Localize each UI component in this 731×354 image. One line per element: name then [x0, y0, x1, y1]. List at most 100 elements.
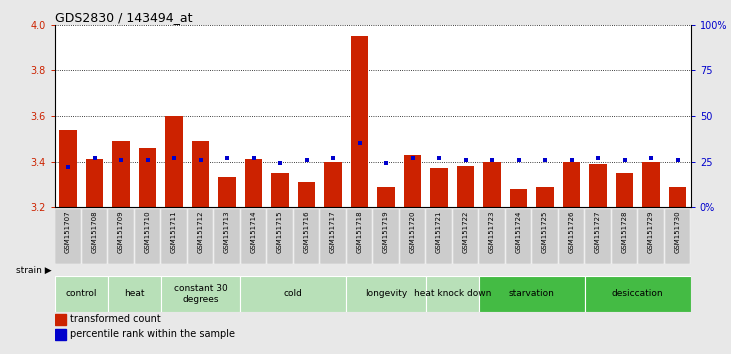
Bar — [55, 276, 108, 312]
Bar — [59, 130, 77, 207]
Text: heat: heat — [124, 289, 145, 298]
Point — [645, 155, 657, 161]
Point — [88, 155, 100, 161]
Point — [592, 155, 604, 161]
Bar — [426, 209, 452, 264]
Bar — [404, 155, 421, 207]
Text: GSM151710: GSM151710 — [145, 211, 151, 253]
Text: GSM151715: GSM151715 — [277, 211, 283, 253]
Bar — [55, 314, 67, 325]
Bar — [589, 164, 607, 207]
Point — [539, 157, 551, 162]
Text: GSM151708: GSM151708 — [91, 211, 97, 253]
Bar — [325, 161, 341, 207]
Bar — [585, 276, 691, 312]
Bar — [55, 329, 67, 340]
Text: GSM151713: GSM151713 — [224, 211, 230, 253]
Point — [194, 157, 206, 162]
Bar — [271, 173, 289, 207]
Text: GSM151709: GSM151709 — [118, 211, 124, 253]
Bar — [245, 159, 262, 207]
Bar — [188, 209, 213, 264]
Text: GDS2830 / 143494_at: GDS2830 / 143494_at — [55, 11, 192, 24]
Text: GSM151718: GSM151718 — [357, 211, 363, 253]
Text: GSM151725: GSM151725 — [542, 211, 548, 253]
Text: cold: cold — [284, 289, 303, 298]
Bar — [56, 209, 81, 264]
Point — [354, 141, 366, 146]
Point — [168, 155, 180, 161]
Bar — [431, 169, 447, 207]
Text: GSM151728: GSM151728 — [621, 211, 627, 253]
Text: GSM151720: GSM151720 — [409, 211, 415, 253]
Bar — [240, 209, 266, 264]
Point — [62, 164, 74, 170]
Bar — [558, 209, 584, 264]
Point — [566, 157, 577, 162]
Text: control: control — [66, 289, 97, 298]
Point — [248, 155, 260, 161]
Bar — [108, 276, 161, 312]
Text: GSM151727: GSM151727 — [595, 211, 601, 253]
Text: GSM151723: GSM151723 — [489, 211, 495, 253]
Bar — [351, 36, 368, 207]
Bar — [616, 173, 633, 207]
Text: GSM151719: GSM151719 — [383, 211, 389, 253]
Text: GSM151716: GSM151716 — [303, 211, 309, 253]
Bar — [113, 141, 129, 207]
Text: GSM151711: GSM151711 — [171, 211, 177, 253]
Text: GSM151726: GSM151726 — [569, 211, 575, 253]
Bar — [162, 209, 187, 264]
Bar — [537, 187, 553, 207]
Text: GSM151729: GSM151729 — [648, 211, 654, 253]
Point — [115, 157, 127, 162]
Bar — [108, 209, 134, 264]
Text: heat knock down: heat knock down — [414, 289, 491, 298]
Bar — [165, 116, 183, 207]
Bar — [563, 161, 580, 207]
Bar — [346, 276, 425, 312]
Bar — [320, 209, 346, 264]
Bar — [192, 141, 209, 207]
Bar — [586, 209, 611, 264]
Text: desiccation: desiccation — [612, 289, 664, 298]
Text: strain ▶: strain ▶ — [15, 266, 51, 274]
Text: longevity: longevity — [365, 289, 407, 298]
Point — [221, 155, 233, 161]
Point — [327, 155, 339, 161]
Text: GSM151717: GSM151717 — [330, 211, 336, 253]
Point — [380, 160, 392, 166]
Bar — [82, 209, 107, 264]
Point — [486, 157, 498, 162]
Point — [406, 155, 418, 161]
Text: percentile rank within the sample: percentile rank within the sample — [70, 329, 235, 339]
Bar — [294, 209, 319, 264]
Bar — [135, 209, 160, 264]
Point — [433, 155, 445, 161]
Bar — [377, 187, 395, 207]
Point — [512, 157, 524, 162]
Bar — [161, 276, 240, 312]
Bar — [298, 182, 315, 207]
Point — [460, 157, 471, 162]
Text: GSM151730: GSM151730 — [675, 211, 681, 253]
Bar — [214, 209, 240, 264]
Text: GSM151721: GSM151721 — [436, 211, 442, 253]
Bar — [532, 209, 558, 264]
Text: GSM151712: GSM151712 — [197, 211, 203, 253]
Bar — [483, 161, 501, 207]
Point — [618, 157, 630, 162]
Bar — [480, 209, 505, 264]
Point — [672, 157, 683, 162]
Bar — [669, 187, 686, 207]
Bar — [638, 209, 664, 264]
Bar — [86, 159, 103, 207]
Bar — [457, 166, 474, 207]
Text: constant 30
degrees: constant 30 degrees — [174, 284, 227, 303]
Text: GSM151722: GSM151722 — [463, 211, 469, 253]
Text: GSM151707: GSM151707 — [65, 211, 71, 253]
Point — [300, 157, 312, 162]
Bar — [643, 161, 659, 207]
Bar — [479, 276, 585, 312]
Bar — [374, 209, 399, 264]
